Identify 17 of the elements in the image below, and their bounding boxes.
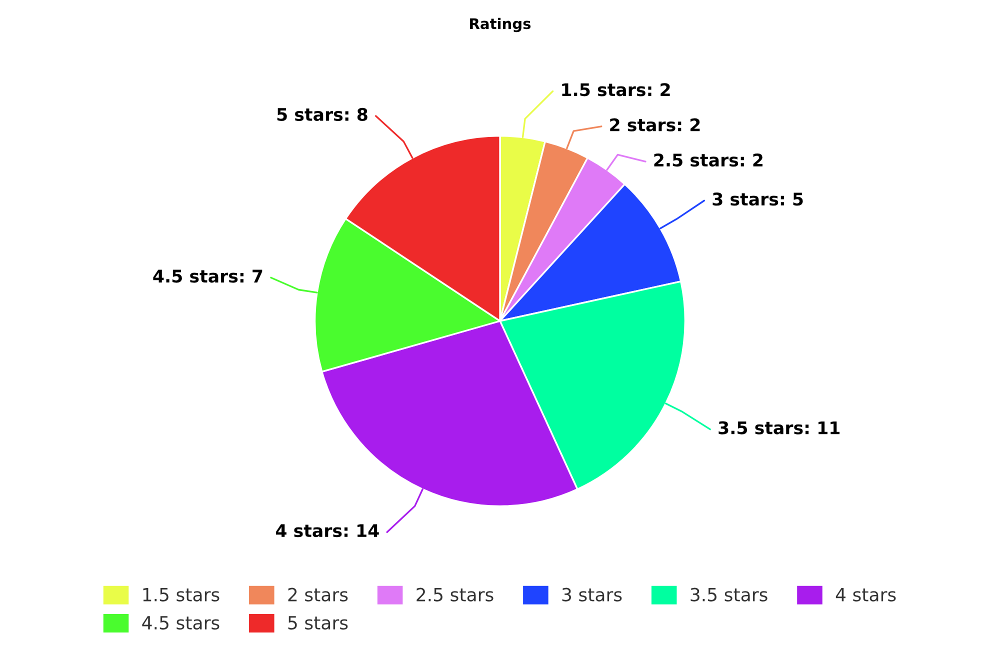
data-label: 5 stars: 8 xyxy=(277,108,368,121)
data-label: 2 stars: 2 xyxy=(610,118,700,132)
legend-label: 3.5 stars xyxy=(690,588,768,602)
data-label: 2.5 stars: 2 xyxy=(654,153,762,167)
legend-label: 5 stars xyxy=(288,616,348,630)
legend-label: 2.5 stars xyxy=(416,588,494,602)
legend-label: 2 stars xyxy=(288,588,348,602)
data-label: 1.5 stars: 2 xyxy=(562,83,670,96)
legend-label: 4 stars xyxy=(836,588,896,602)
data-label: 4.5 stars: 7 xyxy=(153,270,262,283)
legend-label: 4.5 stars xyxy=(142,616,220,630)
data-label: 3.5 stars: 11 xyxy=(718,421,840,434)
legend-label: 1.5 stars xyxy=(143,588,220,602)
chart-title: Ratings xyxy=(470,18,531,32)
data-label: 3 stars: 5 xyxy=(712,192,803,206)
data-label: 4 stars: 14 xyxy=(276,524,379,538)
legend-label: 3 stars xyxy=(562,588,622,602)
